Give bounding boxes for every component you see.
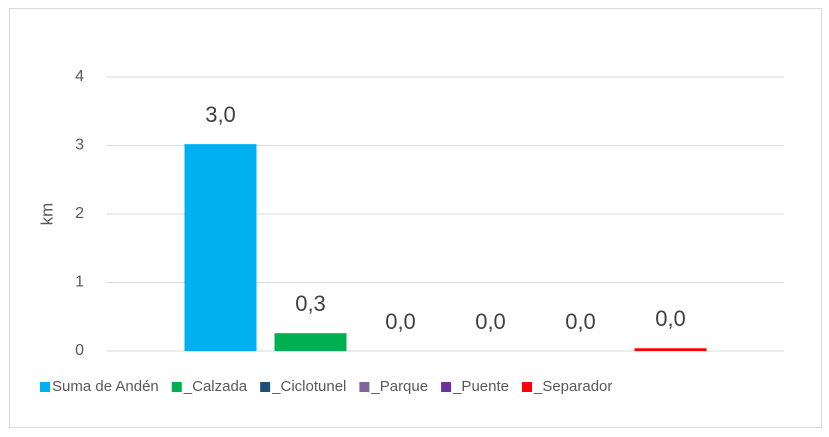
legend-swatch [521,382,532,392]
legend-label: _Parque [370,378,428,395]
data-label: 0,0 [385,309,416,334]
y-tick-label: 0 [75,342,84,359]
data-label: 3,0 [205,102,236,127]
bar [274,333,347,351]
y-tick-label: 2 [75,205,84,222]
legend-swatch [359,382,370,392]
legend-label: _Calzada [183,378,248,395]
legend-label: _Puente [452,378,509,395]
legend-swatch [171,382,182,392]
y-tick-label: 4 [75,68,84,85]
legend-swatch [260,382,271,392]
legend-label: _Separador [533,378,612,395]
y-tick-label: 1 [75,274,84,291]
y-axis-label: km [37,203,56,226]
y-tick-label: 3 [75,137,84,154]
data-label: 0,0 [475,309,506,334]
chart-frame [9,8,822,428]
legend-label: Suma de Andén [52,378,159,395]
data-label: 0,0 [565,309,596,334]
data-label: 0,3 [295,291,326,316]
legend-swatch [40,382,50,392]
bar [634,348,707,351]
legend-swatch [441,382,452,392]
legend-label: _Ciclotunel [271,378,346,395]
bar [184,144,257,351]
data-label: 0,0 [655,306,686,331]
